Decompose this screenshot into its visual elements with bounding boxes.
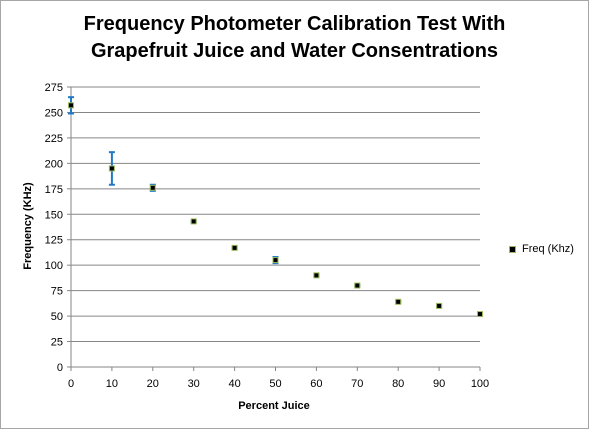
x-tick-label-90: 90 (433, 378, 445, 390)
legend-label-freq: Freq (Khz) (522, 243, 574, 255)
x-tick-label-80: 80 (392, 378, 404, 390)
data-point-30 (190, 218, 197, 225)
data-point-60 (313, 272, 320, 279)
data-point-90 (436, 302, 443, 309)
data-point-100 (477, 311, 483, 318)
x-tick-labels: 0 10 20 30 40 50 60 70 80 90 100 (68, 378, 489, 390)
y-tick-label-150: 150 (45, 209, 63, 221)
x-tick-label-50: 50 (269, 378, 281, 390)
axes (67, 86, 481, 371)
y-tick-label-125: 125 (45, 235, 63, 247)
y-tick-label-75: 75 (51, 286, 63, 298)
y-tick-label-250: 250 (45, 107, 63, 119)
data-point-20 (149, 184, 156, 191)
data-point-0 (68, 102, 74, 109)
y-tick-label-0: 0 (57, 362, 63, 374)
x-tick-label-40: 40 (228, 378, 240, 390)
data-point-10 (108, 165, 115, 172)
y-tick-label-100: 100 (45, 260, 63, 272)
gridlines (71, 86, 480, 343)
legend-marker (509, 245, 516, 253)
y-tick-label-200: 200 (45, 158, 63, 170)
y-tick-label-50: 50 (51, 311, 63, 323)
y-axis-label: Frequency (KHz) (22, 182, 34, 270)
data-points (68, 102, 483, 318)
chart-title-line-2: Grapefruit Juice and Water Consentration… (90, 40, 499, 62)
x-axis-label: Percent Juice (238, 400, 310, 412)
x-tick-label-70: 70 (351, 378, 363, 390)
y-tick-label-275: 275 (45, 82, 63, 94)
chart-title-line-1: Frequency Photometer Calibration Test Wi… (83, 13, 506, 35)
y-tick-label-175: 175 (45, 184, 63, 196)
y-tick-label-25: 25 (51, 337, 63, 349)
error-bars (68, 96, 483, 317)
x-tick-label-100: 100 (471, 378, 489, 390)
data-point-50 (272, 257, 279, 264)
data-point-40 (231, 244, 238, 251)
legend: Freq (Khz) (509, 243, 574, 255)
y-tick-labels: 0 25 50 75 100 125 150 175 200 225 250 275 (45, 82, 63, 374)
data-point-70 (354, 282, 361, 289)
x-tick-label-0: 0 (68, 378, 74, 390)
data-point-80 (395, 298, 402, 305)
x-tick-label-20: 20 (147, 378, 159, 390)
y-tick-label-225: 225 (45, 133, 63, 145)
x-tick-label-60: 60 (310, 378, 322, 390)
chart-title: Frequency Photometer Calibration Test Wi… (1, 11, 588, 65)
x-tick-label-10: 10 (106, 378, 118, 390)
x-tick-label-30: 30 (188, 378, 200, 390)
